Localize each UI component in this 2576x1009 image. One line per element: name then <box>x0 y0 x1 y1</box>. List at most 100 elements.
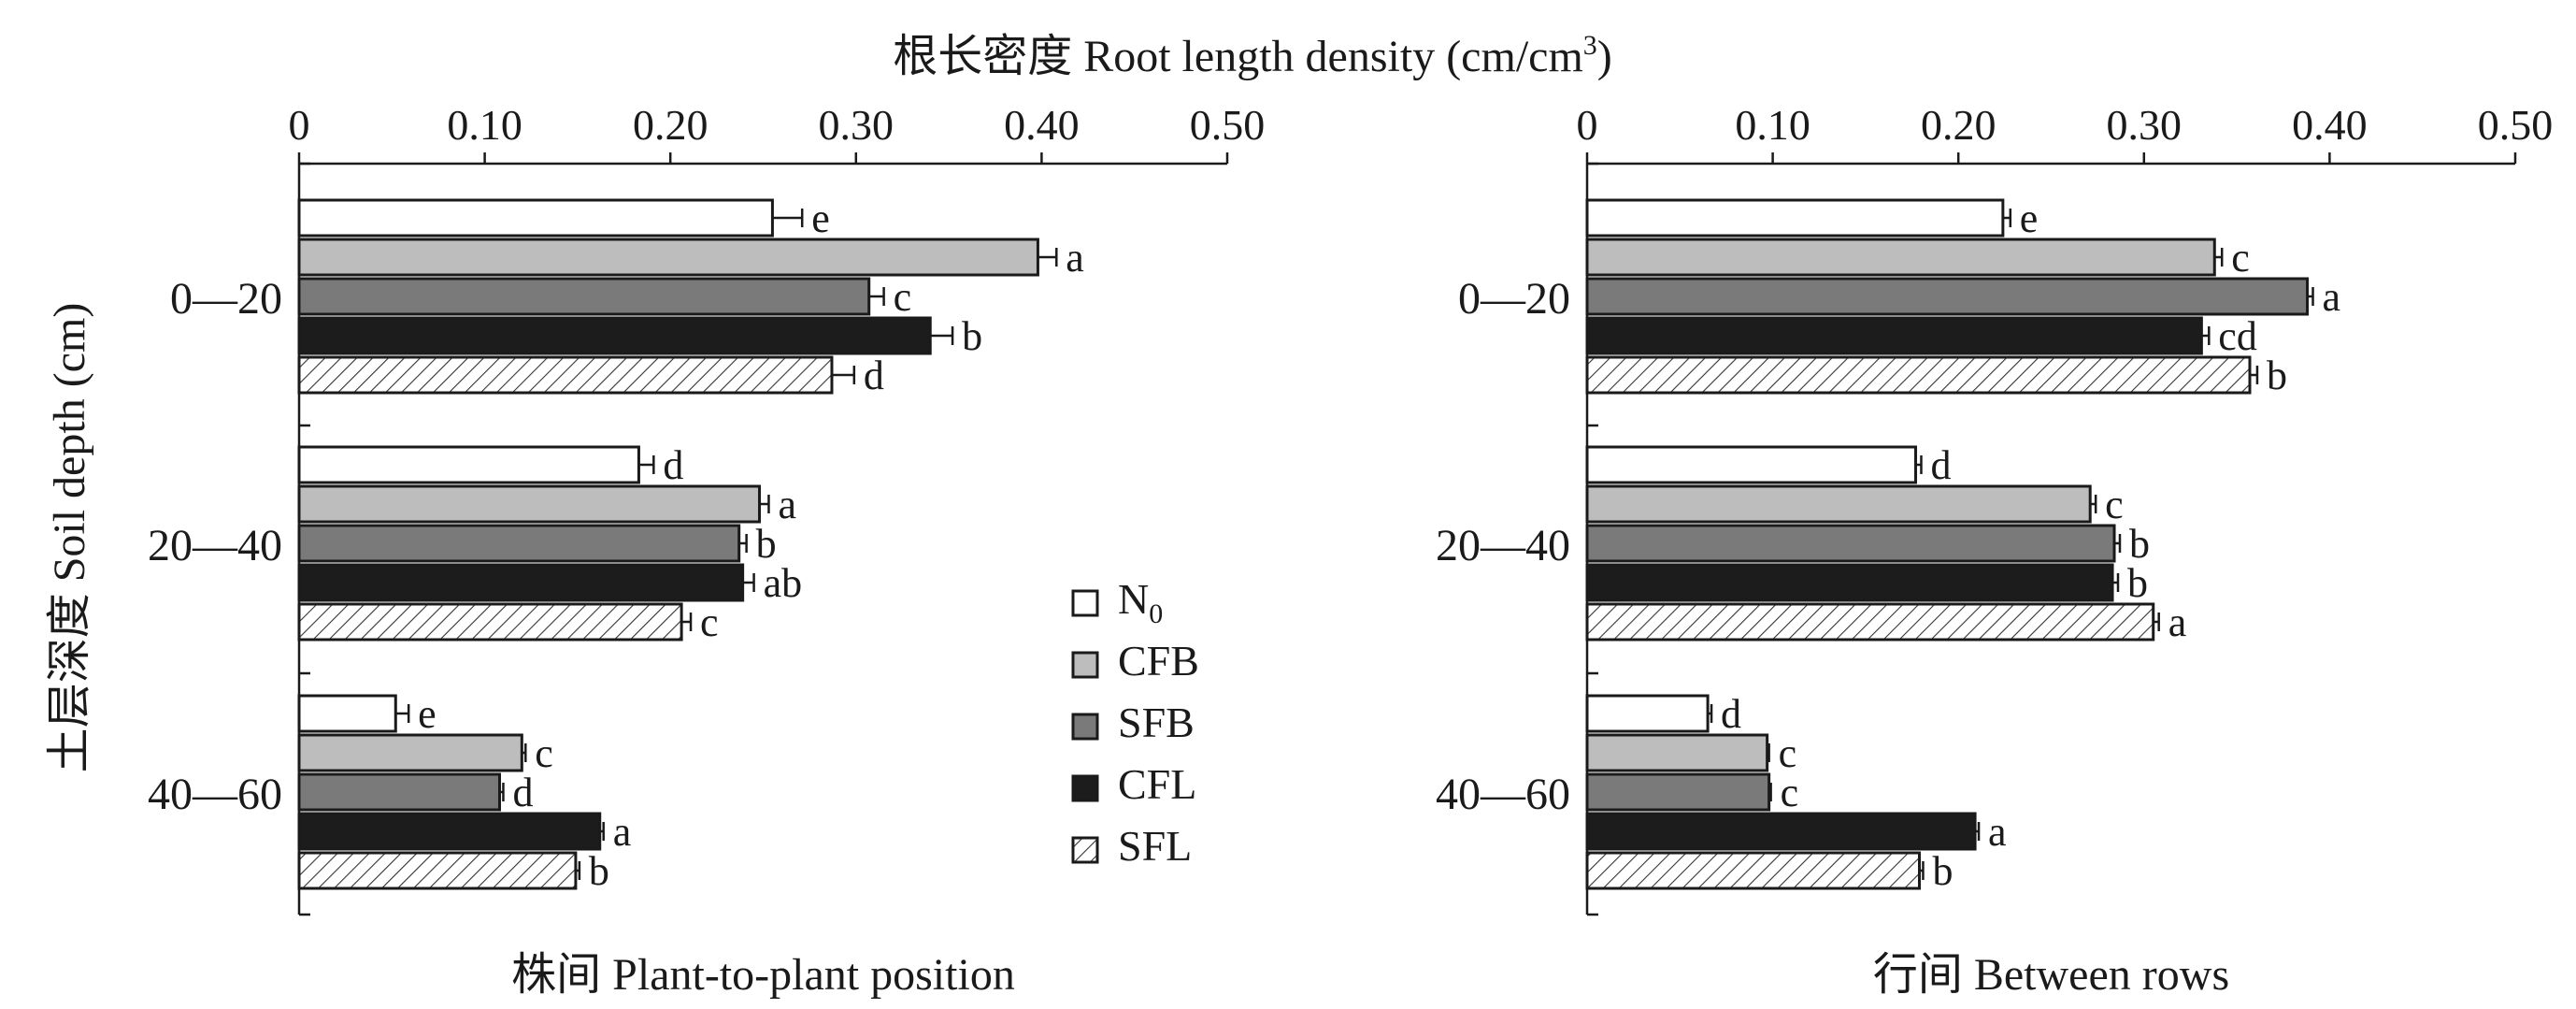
legend: N0 CFB SFB CFL SFL <box>1071 575 1199 870</box>
bar-cfb <box>1585 484 2092 524</box>
bar-sfl <box>1585 355 2252 395</box>
legend-label: CFB <box>1118 637 1199 685</box>
legend-swatch <box>1071 651 1099 679</box>
bar-sfb <box>1585 524 2116 563</box>
legend-label: SFL <box>1118 822 1192 870</box>
significance-letter: c <box>1781 770 1799 815</box>
bar-sfb <box>1585 277 2310 316</box>
bar-cfb <box>297 484 762 524</box>
significance-letter: a <box>1988 809 2007 855</box>
significance-letter: d <box>663 442 683 488</box>
y-axis-title: 土层深度 Soil depth (cm) <box>45 303 94 773</box>
bar-cfl <box>297 812 602 851</box>
legend-item: SFB <box>1071 699 1195 746</box>
x-tick-label: 0.40 <box>2292 101 2368 149</box>
x-tick-label: 0.30 <box>819 101 894 149</box>
legend-item: N0 <box>1071 575 1163 629</box>
bar-sfl <box>1585 602 2155 641</box>
x-tick-label: 0 <box>1577 101 1598 149</box>
bar-sfb <box>297 277 871 316</box>
significance-letter: cd <box>2218 313 2257 359</box>
bar-n0 <box>297 198 774 238</box>
significance-letter: b <box>962 313 982 359</box>
bar-cfl <box>1585 316 2203 355</box>
significance-letter: b <box>589 848 609 894</box>
significance-letter: b <box>2267 353 2287 398</box>
x-tick-label: 0.10 <box>1735 101 1810 149</box>
legend-swatch <box>1071 589 1099 617</box>
legend-item: CFB <box>1071 637 1199 685</box>
x-tick-label: 0.40 <box>1004 101 1080 149</box>
panel-title: 行间 Between rows <box>1873 950 2229 1000</box>
category-label: 0—20 <box>1458 274 1570 324</box>
significance-letter: d <box>512 770 533 815</box>
x-tick-label: 0.30 <box>2107 101 2182 149</box>
legend-label: SFB <box>1118 699 1195 746</box>
bar-sfb <box>297 524 741 563</box>
legend-swatch <box>1071 774 1099 802</box>
chart-panel-1: 0 0.10 0.20 0.30 0.40 0.500—2020—4040—60edeaa… <box>148 101 1265 1000</box>
bar-cfl <box>297 563 745 602</box>
significance-letter: b <box>2129 521 2150 567</box>
significance-letter: e <box>2020 195 2039 241</box>
significance-letter: c <box>2105 482 2124 527</box>
bar-sfl <box>297 851 578 890</box>
category-label: 40—60 <box>1436 770 1570 819</box>
bar-cfl <box>1585 563 2114 602</box>
significance-letter: b <box>756 521 777 567</box>
bar-sfl <box>297 602 683 641</box>
bar-sfb <box>297 772 501 812</box>
significance-letter: e <box>811 195 830 241</box>
legend-item: CFL <box>1071 760 1196 808</box>
significance-letter: c <box>2231 235 2250 281</box>
significance-letter: a <box>2168 599 2187 645</box>
significance-letter: d <box>1721 691 1741 737</box>
x-tick-label: 0 <box>289 101 310 149</box>
category-label: 0—20 <box>170 274 282 324</box>
chart-panel-2: 0 0.10 0.20 0.30 0.40 0.500—2020—4040—60eddcc… <box>1436 101 2553 1000</box>
bar-n0 <box>1585 198 2005 238</box>
bar-cfb <box>297 733 523 772</box>
legend-swatch <box>1071 836 1099 864</box>
legend-label: N0 <box>1118 575 1163 629</box>
bar-cfb <box>1585 733 1769 772</box>
bar-cfl <box>297 316 932 355</box>
bar-sfb <box>1585 772 1771 812</box>
bar-n0 <box>297 445 640 484</box>
category-label: 20—40 <box>1436 521 1570 570</box>
chart-panels: 0 0.10 0.20 0.30 0.40 0.500—2020—4040—60edeaa… <box>148 101 2553 1000</box>
bar-sfl <box>297 355 834 395</box>
significance-letter: c <box>700 599 719 645</box>
x-axis-title-superscript: 3 <box>1583 30 1597 61</box>
x-tick-label: 0.20 <box>633 101 708 149</box>
legend-item: SFL <box>1071 822 1192 870</box>
bar-n0 <box>297 694 397 733</box>
significance-letter: a <box>613 809 632 855</box>
significance-letter: a <box>2323 274 2341 320</box>
significance-letter: e <box>418 691 436 737</box>
bar-n0 <box>1585 694 1710 733</box>
legend-label: CFL <box>1118 760 1196 808</box>
legend-swatch <box>1071 713 1099 741</box>
significance-letter: c <box>894 274 912 320</box>
x-tick-label: 0.50 <box>1190 101 1266 149</box>
significance-letter: d <box>864 353 884 398</box>
category-label: 20—40 <box>148 521 282 570</box>
bar-cfb <box>297 238 1039 277</box>
significance-letter: b <box>2127 560 2148 606</box>
x-tick-label: 0.20 <box>1921 101 1996 149</box>
significance-letter: c <box>1779 730 1797 776</box>
x-tick-label: 0.50 <box>2478 101 2554 149</box>
x-axis-title: 根长密度 Root length density (cm/cm3) <box>893 30 1612 81</box>
significance-letter: c <box>535 730 553 776</box>
category-label: 40—60 <box>148 770 282 819</box>
significance-letter: d <box>1930 442 1951 488</box>
significance-letter: ab <box>764 560 803 606</box>
significance-letter: b <box>1932 848 1953 894</box>
bar-cfl <box>1585 812 1977 851</box>
panel-title: 株间 Plant-to-plant position <box>511 950 1015 1000</box>
significance-letter: a <box>1066 235 1084 281</box>
significance-letter: a <box>778 482 796 527</box>
bar-cfb <box>1585 238 2216 277</box>
